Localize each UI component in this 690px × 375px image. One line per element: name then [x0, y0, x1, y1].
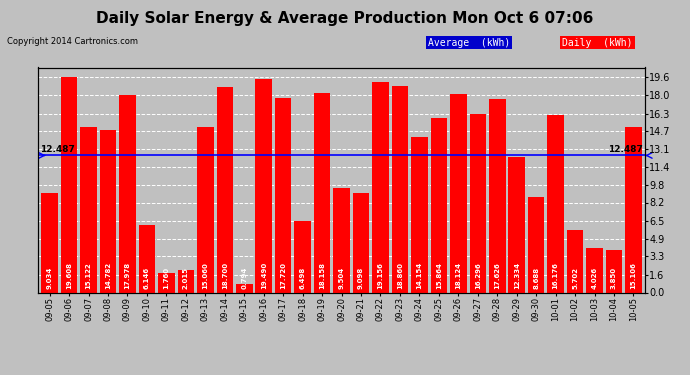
Text: 8.688: 8.688: [533, 267, 539, 289]
Text: 17.720: 17.720: [280, 262, 286, 289]
Bar: [625, 127, 642, 292]
Text: 19.608: 19.608: [66, 262, 72, 289]
Text: 0.794: 0.794: [241, 267, 247, 289]
Text: 15.122: 15.122: [86, 262, 92, 289]
Text: 12.334: 12.334: [513, 262, 520, 289]
Text: 17.978: 17.978: [124, 262, 130, 289]
Text: 14.154: 14.154: [416, 262, 422, 289]
Text: 5.702: 5.702: [572, 267, 578, 289]
Bar: [275, 98, 291, 292]
Text: 9.504: 9.504: [339, 267, 344, 289]
Bar: [333, 188, 350, 292]
Bar: [431, 118, 447, 292]
Bar: [295, 221, 311, 292]
Bar: [158, 273, 175, 292]
Text: 18.158: 18.158: [319, 262, 325, 289]
Text: 15.060: 15.060: [202, 262, 208, 289]
Bar: [392, 86, 408, 292]
Text: 12.487: 12.487: [609, 145, 643, 154]
Text: Daily  (kWh): Daily (kWh): [562, 38, 633, 48]
Bar: [489, 99, 506, 292]
Text: 4.026: 4.026: [591, 267, 598, 289]
Bar: [586, 248, 603, 292]
Bar: [139, 225, 155, 292]
Text: 18.124: 18.124: [455, 262, 462, 289]
Text: 6.498: 6.498: [299, 267, 306, 289]
Text: 9.034: 9.034: [47, 267, 52, 289]
Text: 6.146: 6.146: [144, 267, 150, 289]
Text: 15.864: 15.864: [436, 262, 442, 289]
Bar: [61, 77, 77, 292]
Text: 16.176: 16.176: [553, 262, 559, 289]
Bar: [411, 137, 428, 292]
Bar: [606, 250, 622, 292]
Text: Average  (kWh): Average (kWh): [428, 38, 510, 48]
Text: 12.487: 12.487: [40, 145, 75, 154]
Text: 1.760: 1.760: [164, 267, 170, 289]
Text: 9.098: 9.098: [358, 267, 364, 289]
Text: Copyright 2014 Cartronics.com: Copyright 2014 Cartronics.com: [7, 38, 138, 46]
Bar: [469, 114, 486, 292]
Text: 3.850: 3.850: [611, 267, 617, 289]
Bar: [528, 197, 544, 292]
Text: 19.156: 19.156: [377, 262, 384, 289]
Bar: [217, 87, 233, 292]
Bar: [314, 93, 331, 292]
Text: Daily Solar Energy & Average Production Mon Oct 6 07:06: Daily Solar Energy & Average Production …: [97, 11, 593, 26]
Bar: [177, 270, 194, 292]
Bar: [566, 230, 583, 292]
Text: 19.490: 19.490: [261, 262, 267, 289]
Bar: [41, 194, 58, 292]
Bar: [80, 126, 97, 292]
Text: 14.782: 14.782: [105, 262, 111, 289]
Bar: [353, 193, 369, 292]
Bar: [372, 82, 388, 292]
Bar: [197, 127, 214, 292]
Bar: [547, 115, 564, 292]
Text: 16.296: 16.296: [475, 262, 481, 289]
Text: 2.015: 2.015: [183, 267, 189, 289]
Text: 17.626: 17.626: [494, 262, 500, 289]
Text: 15.106: 15.106: [631, 262, 636, 289]
Bar: [450, 94, 466, 292]
Text: 18.700: 18.700: [221, 262, 228, 289]
Bar: [236, 284, 253, 292]
Bar: [119, 95, 136, 292]
Bar: [509, 157, 525, 292]
Bar: [255, 79, 272, 292]
Bar: [100, 130, 117, 292]
Text: 18.860: 18.860: [397, 262, 403, 289]
